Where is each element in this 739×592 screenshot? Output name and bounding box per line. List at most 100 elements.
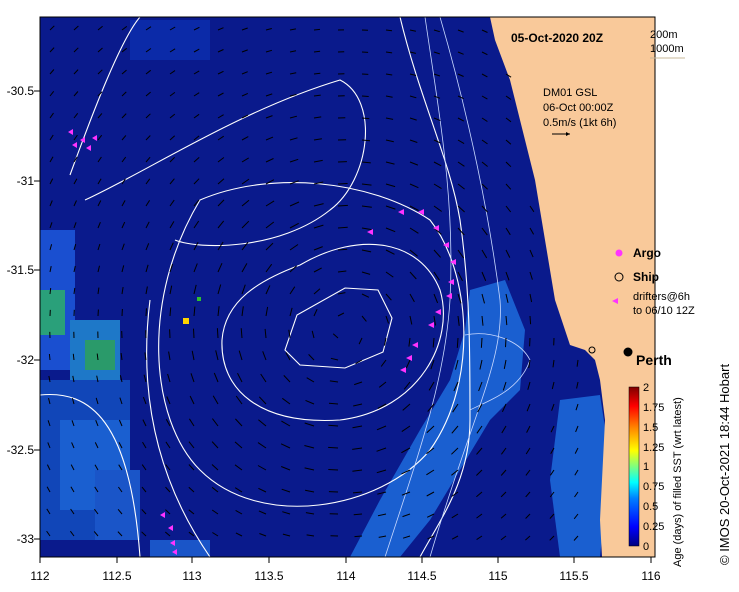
velocity-arrow [145,308,147,317]
velocity-arrow [457,95,464,100]
velocity-arrow [426,513,435,518]
velocity-arrow [121,135,127,141]
map-title: 05-Oct-2020 20Z [511,31,603,45]
velocity-arrow [481,227,488,236]
velocity-arrow [169,26,176,31]
velocity-arrow [457,271,463,282]
velocity-arrow [241,92,249,97]
place-label-perth: Perth [636,352,672,368]
velocity-arrow [505,73,512,78]
velocity-arrow [97,243,101,251]
velocity-arrow [241,220,250,229]
sst-patches [40,17,655,557]
x-tick-label: 114.5 [407,569,436,583]
velocity-arrow [409,227,419,234]
velocity-arrow [193,48,200,53]
depth-label-1000m: 1000m [650,43,684,55]
velocity-arrow [433,139,441,144]
axis-ticks [34,90,652,563]
velocity-arrow [427,535,435,540]
velocity-arrow [121,25,128,31]
velocity-arrow [476,535,483,541]
velocity-arrow [169,91,176,97]
velocity-arrow [289,265,298,273]
velocity-arrow [361,227,372,231]
velocity-arrow [97,91,103,97]
velocity-arrow [193,135,200,141]
velocity-arrow [476,469,483,476]
velocity-arrow [505,271,510,281]
velocity-arrow [257,465,267,471]
velocity-arrow [457,293,462,304]
velocity-arrow [313,116,322,119]
velocity-arrow [313,267,322,273]
velocity-arrow [73,25,79,31]
velocity-arrow [430,359,435,370]
velocity-arrow [145,178,151,185]
velocity-arrow [457,249,465,259]
velocity-arrow [97,265,100,273]
velocity-arrow [73,69,79,75]
velocity-arrow [73,243,77,251]
velocity-arrow [500,513,507,519]
contour-north [84,79,367,247]
velocity-arrow [121,156,127,163]
velocity-arrow [265,93,273,97]
velocity-arrow [265,158,274,163]
velocity-arrow [97,222,101,229]
velocity-arrow [95,420,99,427]
velocity-arrow [385,271,394,278]
velocity-arrow [552,359,555,368]
velocity-arrow [476,425,483,434]
velocity-arrow [169,307,172,317]
velocity-arrow [313,246,323,251]
velocity-arrow [306,534,315,537]
velocity-arrow [409,205,419,211]
velocity-arrow [433,249,441,258]
velocity-arrow [49,112,54,119]
velocity-arrow [527,381,531,390]
colorbar-tick: 1.75 [643,402,664,414]
velocity-arrow [402,535,411,539]
velocity-arrow [401,469,411,475]
velocity-arrow [481,315,484,326]
velocity-arrow [47,442,51,449]
velocity-arrow [313,224,324,229]
velocity-arrow [190,373,195,383]
velocity-arrow [481,95,488,100]
velocity-arrow [235,532,243,537]
velocity-arrow [385,315,389,324]
velocity-arrow [258,419,267,427]
velocity-arrow [241,157,249,163]
velocity-arrow [505,95,512,100]
velocity-arrow [97,287,100,295]
velocity-arrow [433,95,441,99]
velocity-arrow [193,220,200,229]
velocity-arrow [385,51,393,54]
velocity-arrow [93,531,99,537]
velocity-arrow [378,381,387,388]
velocity-arrow [384,337,387,346]
velocity-arrow [361,161,371,164]
velocity-arrow [265,306,269,317]
velocity-arrow [313,288,321,295]
colorbar-tick: 1.5 [643,422,658,434]
velocity-arrow [49,134,54,141]
velocity-arrow [549,469,555,476]
velocity-arrow [145,221,150,229]
velocity-arrow [353,403,363,407]
velocity-arrow [476,447,483,455]
velocity-arrow [401,491,411,496]
velocity-arrow [289,244,299,251]
velocity-arrow [188,509,195,515]
velocity-arrow [505,139,512,145]
velocity-arrow [166,396,171,405]
velocity-arrow [361,315,367,322]
velocity-arrow [97,200,102,207]
velocity-arrow [505,161,512,168]
velocity-arrow [264,328,267,339]
velocity-arrow [169,135,176,141]
velocity-arrow [211,509,219,515]
velocity-arrow [337,183,348,185]
velocity-arrow [193,26,200,31]
